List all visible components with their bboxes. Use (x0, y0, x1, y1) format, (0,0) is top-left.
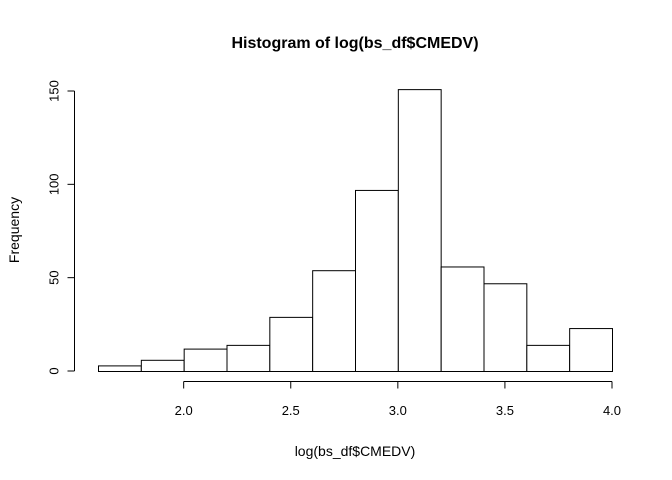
histogram-bar (312, 270, 357, 373)
y-tick-label: 150 (47, 80, 62, 102)
x-tick-label: 3.0 (389, 403, 407, 418)
x-tick-label: 2.5 (282, 403, 300, 418)
histogram-bar (269, 316, 314, 372)
histogram-bar (483, 283, 528, 372)
histogram-bar (440, 266, 485, 372)
y-tick-label: 50 (47, 270, 62, 284)
y-axis: 0 50 100 150 (47, 80, 75, 375)
x-tick-label: 2.0 (175, 403, 193, 418)
bars-group (98, 89, 613, 373)
histogram-bar (526, 344, 571, 372)
x-axis-label: log(bs_df$CMEDV) (295, 443, 416, 459)
histogram-bar (226, 344, 271, 372)
histogram-bar (355, 189, 399, 372)
y-tick-label: 100 (47, 173, 62, 195)
histogram-bar (98, 365, 142, 372)
histogram-bar (397, 89, 442, 372)
y-axis-label: Frequency (6, 197, 22, 263)
x-axis: 2.0 2.5 3.0 3.5 4.0 (175, 381, 621, 418)
y-tick-label: 0 (47, 367, 62, 374)
x-tick-label: 3.5 (496, 403, 514, 418)
histogram-bar (140, 359, 185, 372)
x-tick-label: 4.0 (603, 403, 621, 418)
histogram-bar (183, 348, 228, 373)
histogram-bar (569, 328, 613, 373)
chart-title: Histogram of log(bs_df$CMEDV) (231, 35, 478, 52)
